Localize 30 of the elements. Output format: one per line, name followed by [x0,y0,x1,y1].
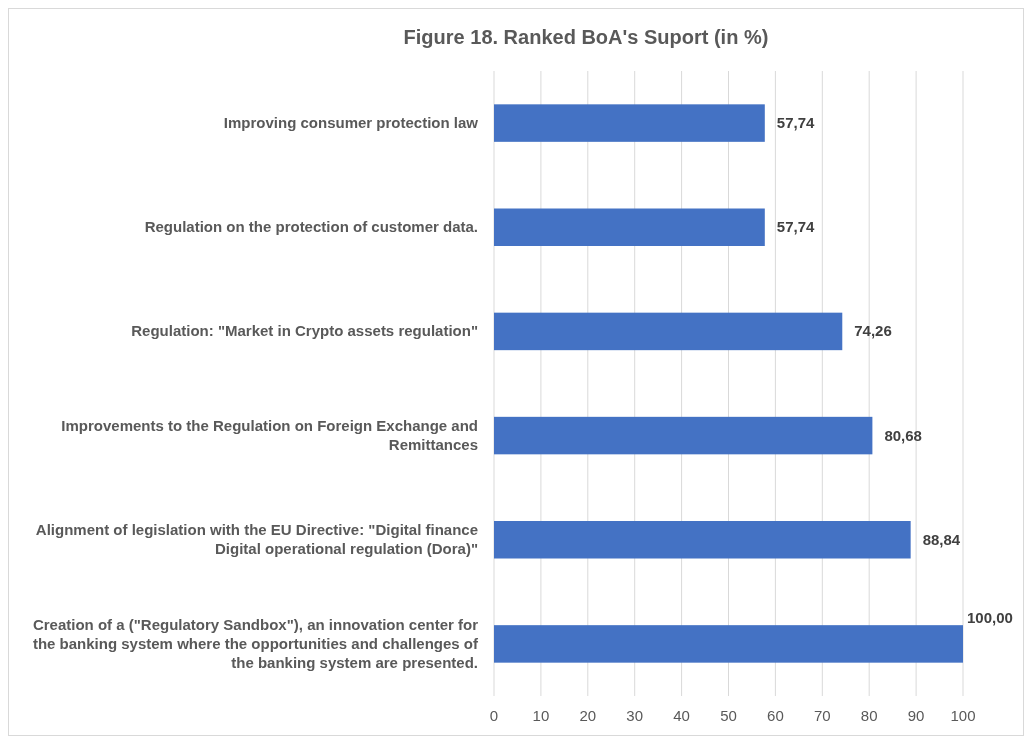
y-tick-label: Improvements to the Regulation on Foreign Exchange and Remittances [61,417,478,454]
chart-title: Figure 18. Ranked BoA's Suport (in %) [403,26,769,48]
data-label: 80,68 [884,426,922,444]
x-tick-label: 100 [950,707,976,724]
data-label: 57,74 [776,114,815,132]
bar [494,416,873,455]
x-tick-label: 30 [626,707,644,724]
y-tick-label: Regulation: "Market in Crypto assets regulation" [131,322,478,340]
x-tick-label: 90 [907,707,925,724]
data-label: 74,26 [854,322,892,340]
bar [494,104,765,142]
x-tick-label: 80 [860,707,878,724]
y-tick-label: Improving consumer protection law [223,114,479,132]
y-tick-label: Alignment of legislation with the EU Directive: "Digital finance Digital operational regulation (Dora)" [35,521,478,558]
bar [494,625,963,663]
data-label: 57,74 [776,218,815,236]
x-tick-label: 50 [720,707,737,724]
y-tick-label: Regulation on the protection of customer data. [144,218,478,236]
x-tick-label: 60 [767,707,784,724]
x-tick-label: 10 [532,707,550,724]
y-tick-label: Creation of a ("Regulatory Sandbox"), an innovation center for the banking system where the opportunities and challenges of the banking system are presented. [32,615,479,671]
bar [494,521,911,559]
data-label: 100,00 [967,609,1013,627]
x-tick-label: 0 [489,707,499,724]
bar [494,312,843,351]
x-tick-label: 20 [579,707,597,724]
x-tick-label: 40 [673,707,690,724]
bar [494,208,765,246]
data-label: 88,84 [922,530,961,548]
x-tick-label: 70 [813,707,831,724]
